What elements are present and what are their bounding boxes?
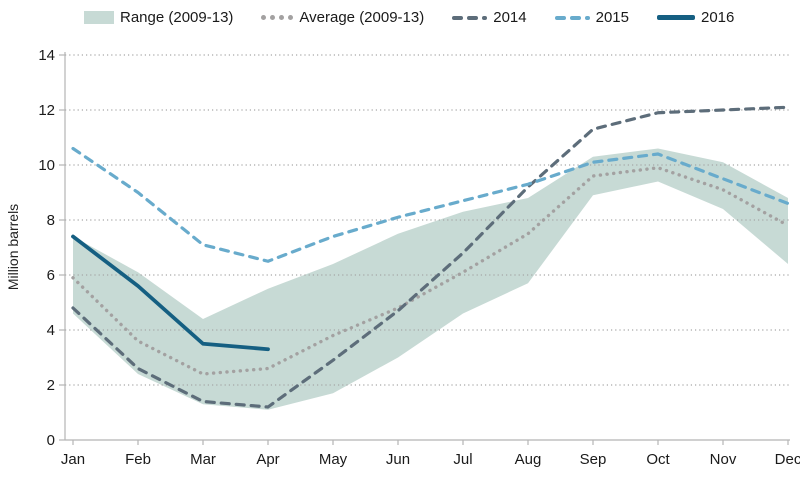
legend-item-2015: 2015 <box>554 9 629 26</box>
y-tick-label: 12 <box>38 102 55 119</box>
x-tick-label: Jul <box>453 451 472 468</box>
y-tick-label: 0 <box>47 432 55 449</box>
legend-item-range: Range (2009-13) <box>84 9 233 26</box>
average-dotted-swatch-icon <box>261 15 294 20</box>
x-tick-label: Oct <box>646 451 670 468</box>
legend-item-average: Average (2009-13) <box>261 9 424 26</box>
legend-label: 2015 <box>595 9 629 26</box>
x-tick-label: May <box>319 451 348 468</box>
y-tick-label: 14 <box>38 47 55 64</box>
x-tick-label: Apr <box>256 451 279 468</box>
series-line-average-2009-13- <box>71 166 790 376</box>
dashed-line-swatch-icon <box>554 15 590 20</box>
legend-label: 2014 <box>493 9 527 26</box>
series-line-2015 <box>71 146 790 263</box>
series-line-2014 <box>71 105 790 409</box>
x-tick-label: Aug <box>515 451 542 468</box>
chart-legend: Range (2009-13) Average (2009-13) 2014 2… <box>84 9 734 26</box>
x-tick-label: Feb <box>125 451 151 468</box>
y-tick-label: 10 <box>38 157 55 174</box>
y-tick-label: 4 <box>47 322 55 339</box>
x-tick-label: Dec <box>775 451 800 468</box>
x-tick-label: Jun <box>386 451 410 468</box>
range-band-area <box>73 148 788 410</box>
legend-item-2014: 2014 <box>452 9 527 26</box>
solid-line-swatch-icon <box>656 15 695 20</box>
y-tick-label: 2 <box>47 377 55 394</box>
x-tick-label: Sep <box>580 451 607 468</box>
dashed-line-swatch-icon <box>452 15 488 20</box>
range-band-swatch-icon <box>84 11 114 24</box>
y-tick-label: 6 <box>47 267 55 284</box>
x-tick-label: Mar <box>190 451 216 468</box>
legend-item-2016: 2016 <box>656 9 735 26</box>
legend-label: 2016 <box>700 9 735 26</box>
legend-label: Average (2009-13) <box>299 9 425 26</box>
x-tick-label: Nov <box>710 451 737 468</box>
y-tick-label: 8 <box>47 212 55 229</box>
x-tick-label: Jan <box>61 451 85 468</box>
legend-label: Range (2009-13) <box>120 9 234 26</box>
series-line-2016 <box>71 234 270 352</box>
